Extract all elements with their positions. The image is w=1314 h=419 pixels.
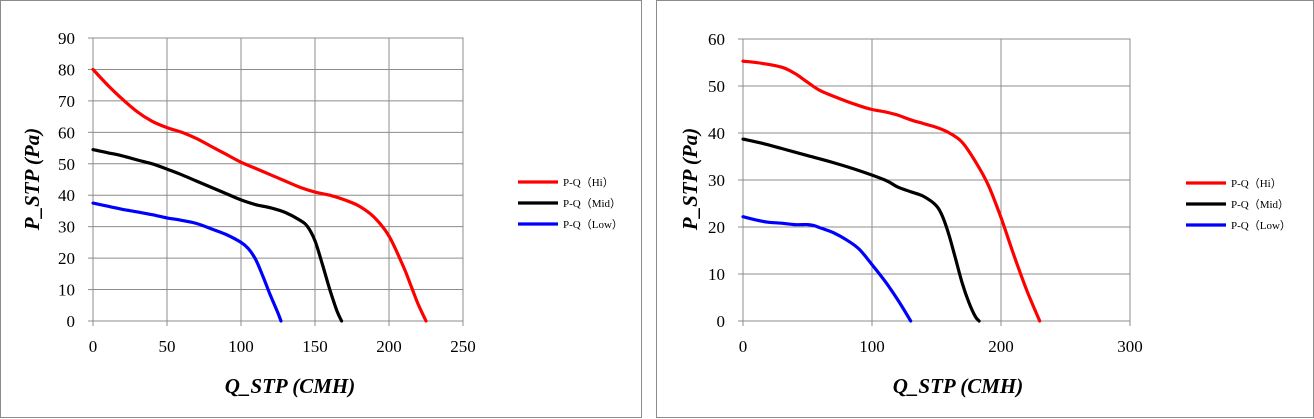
- pq-chart-right: 0 10 20 30 40 50 60 0 100 200 300 Q_STP (CMH) P_S…: [678, 30, 1291, 398]
- legend-label-low: P-Q（Low）: [563, 218, 623, 231]
- x-tick-label: 150: [302, 337, 328, 356]
- chart-panel-right: 0 10 20 30 40 50 60 0 100 200 300 Q_STP (CMH) P_S…: [656, 0, 1314, 418]
- y-tick-label: 20: [708, 218, 725, 237]
- x-tick-label: 0: [89, 337, 98, 356]
- y-tick-label: 40: [58, 186, 75, 205]
- legend-item-mid: P-Q（Mid）: [1186, 198, 1289, 211]
- legend-item-low: P-Q（Low）: [1186, 219, 1291, 232]
- x-tick-label: 100: [228, 337, 254, 356]
- legend-label-mid: P-Q（Mid）: [1231, 198, 1289, 211]
- x-tick-label: 250: [450, 337, 476, 356]
- series-line-low: [91, 201, 283, 323]
- y-tick-label: 60: [58, 123, 75, 142]
- legend-label-hi: P-Q（Hi）: [563, 176, 614, 189]
- series-line-hi: [741, 59, 1042, 323]
- chart-panel-left: 0 10 20 30 40 50 60 70 80 90 0 50 100 150 200 250 Q_ST…: [0, 0, 642, 418]
- x-tick-label: 100: [859, 337, 885, 356]
- x-tick-label: 200: [988, 337, 1014, 356]
- series-line-low: [741, 215, 913, 323]
- y-tick-label: 0: [67, 312, 76, 331]
- y-tick-label: 70: [58, 92, 75, 111]
- x-axis-label: Q_STP (CMH): [893, 374, 1023, 398]
- series-line-hi: [91, 67, 428, 323]
- x-tick-label: 50: [159, 337, 176, 356]
- y-tick-label: 0: [717, 312, 726, 331]
- x-tick-label: 300: [1117, 337, 1143, 356]
- y-tick-label: 10: [58, 281, 75, 300]
- y-tick-label: 40: [708, 124, 725, 143]
- series-line-mid: [741, 137, 981, 323]
- y-tick-label: 60: [708, 30, 725, 49]
- plot-area-frame: [92, 37, 464, 322]
- pq-chart-left: 0 10 20 30 40 50 60 70 80 90 0 50 100 150 200 250 Q_ST…: [20, 29, 623, 398]
- y-axis-label: P_STP (Pa): [678, 128, 702, 231]
- y-axis-label: P_STP (Pa): [20, 128, 44, 231]
- x-tick-label: 0: [739, 337, 748, 356]
- y-tick-label: 50: [58, 155, 75, 174]
- y-tick-label: 80: [58, 60, 75, 79]
- y-tick-label: 10: [708, 265, 725, 284]
- legend-item-hi: P-Q（Hi）: [518, 176, 614, 189]
- y-tick-label: 50: [708, 77, 725, 96]
- y-tick-label: 20: [58, 249, 75, 268]
- y-tick-label: 90: [58, 29, 75, 48]
- legend-label-hi: P-Q（Hi）: [1231, 177, 1282, 190]
- legend-label-low: P-Q（Low）: [1231, 219, 1291, 232]
- legend-item-mid: P-Q（Mid）: [518, 197, 621, 210]
- y-tick-label: 30: [708, 171, 725, 190]
- legend-item-low: P-Q（Low）: [518, 218, 623, 231]
- legend-label-mid: P-Q（Mid）: [563, 197, 621, 210]
- legend-item-hi: P-Q（Hi）: [1186, 177, 1282, 190]
- plot-area-frame: [742, 38, 1131, 322]
- x-tick-label: 200: [376, 337, 402, 356]
- x-axis-label: Q_STP (CMH): [225, 374, 355, 398]
- series-line-mid: [91, 148, 344, 323]
- y-tick-label: 30: [58, 218, 75, 237]
